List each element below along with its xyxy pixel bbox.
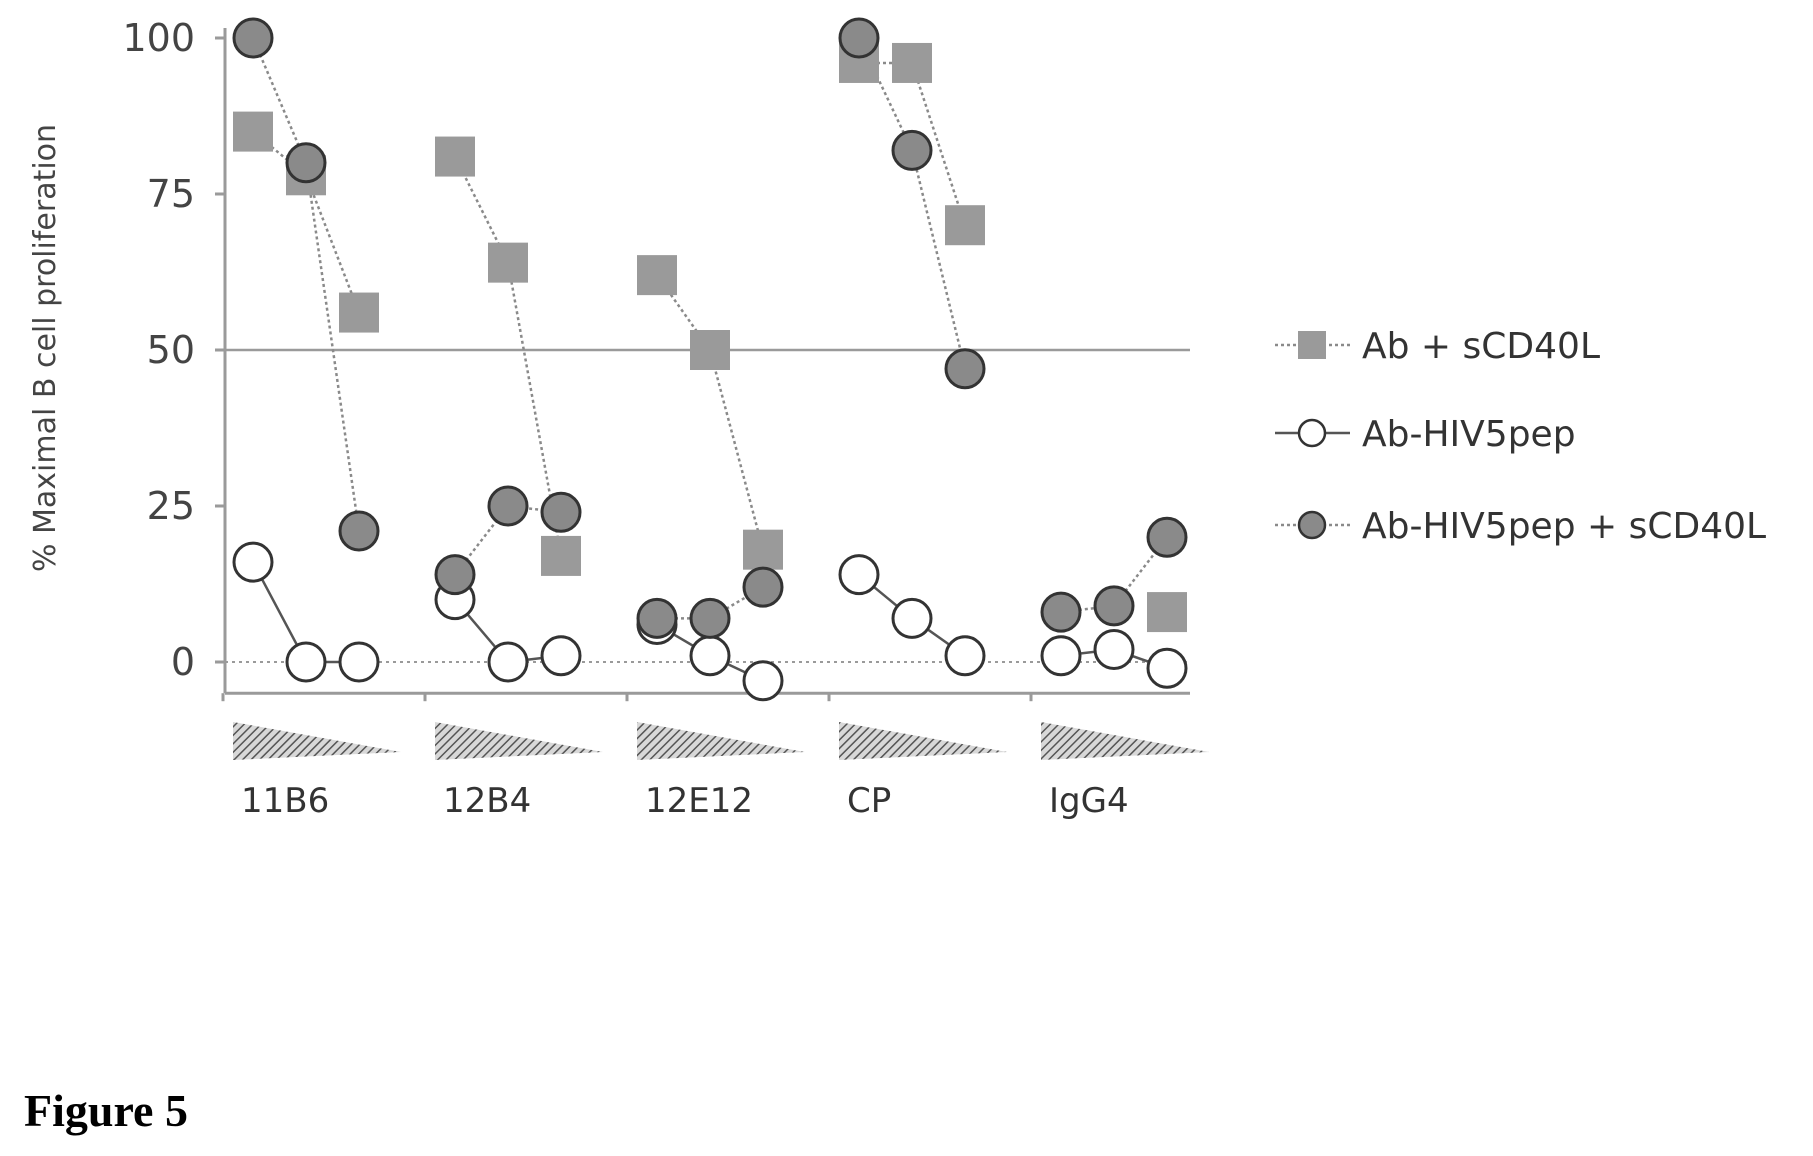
data-point-square: [233, 111, 273, 152]
category-labels: 11B6 12B4 12E12 CP IgG4: [241, 781, 1129, 821]
data-point-filled-circle: [1093, 585, 1135, 627]
y-axis-label: % Maximal B cell proliferation: [28, 124, 63, 572]
dose-wedge: [233, 722, 401, 760]
data-point-filled-circle: [434, 554, 476, 596]
data-point-filled-circle: [1040, 591, 1082, 633]
data-point-filled-circle: [540, 491, 582, 533]
data-point-open-circle: [1040, 635, 1082, 677]
category-label: IgG4: [1049, 781, 1129, 821]
data-point-open-circle: [838, 554, 880, 596]
data-point-open-circle: [285, 641, 327, 683]
series-layer: [232, 17, 1188, 702]
legend-filled-circle-marker: [1297, 510, 1327, 540]
data-point-square: [541, 535, 581, 576]
dose-wedge: [637, 722, 805, 760]
data-point-open-circle: [742, 660, 784, 702]
axes: [221, 28, 1190, 702]
data-point-square: [435, 136, 475, 177]
data-point-filled-circle: [944, 348, 986, 390]
y-tick-label: 0: [171, 640, 195, 684]
data-point-filled-circle: [891, 129, 933, 171]
y-tick-label: 50: [147, 328, 195, 372]
data-point-filled-circle: [285, 142, 327, 184]
data-point-square: [1147, 592, 1187, 633]
y-tick-label: 100: [122, 16, 195, 60]
category-label: 11B6: [241, 781, 329, 821]
data-point-filled-circle: [742, 566, 784, 608]
data-point-filled-circle: [1146, 516, 1188, 558]
dose-wedges: [233, 722, 1209, 760]
figure-label: Figure 5: [24, 1085, 188, 1136]
category-label: 12E12: [645, 781, 753, 821]
y-tick-label: 75: [147, 172, 195, 216]
data-point-open-circle: [689, 635, 731, 677]
category-label: CP: [847, 781, 891, 821]
data-point-open-circle: [1093, 629, 1135, 671]
data-point-filled-circle: [487, 485, 529, 527]
data-point-open-circle: [487, 641, 529, 683]
dose-wedge: [1041, 722, 1209, 760]
data-point-open-circle: [338, 641, 380, 683]
data-point-filled-circle: [689, 597, 731, 639]
data-point-square: [743, 529, 783, 570]
data-point-filled-circle: [636, 597, 678, 639]
data-point-square: [690, 330, 730, 370]
legend-label: Ab-HIV5pep: [1362, 414, 1576, 455]
data-point-square: [488, 242, 528, 283]
series-line: [857, 37, 967, 370]
data-point-square: [945, 205, 985, 246]
legend-label: Ab-HIV5pep + sCD40L: [1362, 506, 1766, 547]
data-point-square: [892, 42, 932, 83]
data-point-filled-circle: [338, 510, 380, 552]
legend-square-marker: [1298, 331, 1326, 359]
data-point-filled-circle: [838, 17, 880, 59]
legend-open-circle-marker: [1297, 418, 1327, 448]
data-point-open-circle: [1146, 647, 1188, 689]
data-point-open-circle: [540, 635, 582, 677]
legend: Ab + sCD40L Ab-HIV5pep Ab-HIV5pep + sCD40L: [1275, 326, 1766, 547]
dose-wedge: [435, 722, 603, 760]
series-line: [655, 274, 765, 551]
y-tick-label: 25: [147, 484, 195, 528]
legend-label: Ab + sCD40L: [1362, 326, 1600, 367]
data-point-filled-circle: [232, 17, 274, 59]
data-point-open-circle: [891, 597, 933, 639]
data-point-square: [637, 255, 677, 296]
data-point-square: [339, 292, 379, 333]
dose-wedge: [839, 722, 1007, 760]
y-axis-ticks: 0 25 50 75 100: [122, 16, 225, 684]
data-point-open-circle: [232, 541, 274, 583]
category-label: 12B4: [443, 781, 531, 821]
data-point-open-circle: [944, 635, 986, 677]
